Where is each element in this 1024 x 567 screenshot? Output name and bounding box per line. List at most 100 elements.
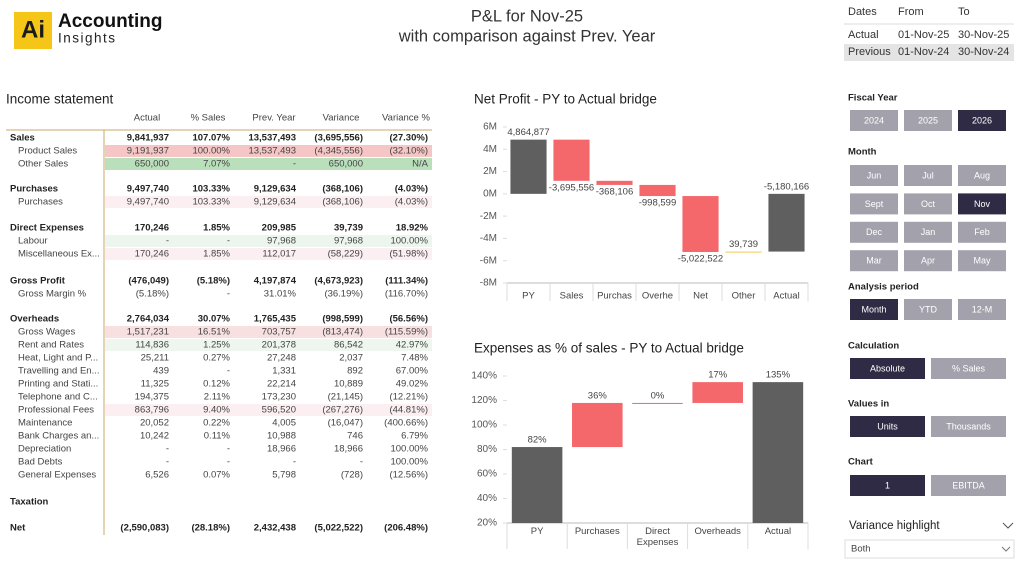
table-cell: 86,542 (334, 340, 363, 351)
slicer-option[interactable]: EBITDA (952, 480, 985, 490)
slicer-button[interactable] (931, 358, 1006, 379)
slicer-option[interactable]: Month (861, 304, 886, 314)
slicer-button[interactable] (931, 475, 1006, 496)
slicer-button[interactable] (850, 165, 898, 186)
table-cell: 9,191,937 (127, 146, 169, 157)
table-cell: 5,798 (272, 470, 296, 481)
table-cell: 650,000 (135, 159, 169, 170)
table-cell: (44.81%) (389, 405, 428, 416)
slicer-button[interactable] (850, 358, 925, 379)
row-label: Gross Margin % (18, 289, 87, 300)
table-cell: 22,214 (267, 379, 296, 390)
table-cell: 746 (347, 431, 363, 442)
table-cell: (813,474) (322, 327, 363, 338)
row-label: Direct Expenses (10, 223, 84, 234)
dates-cell: 01-Nov-24 (898, 46, 949, 58)
logo-mark: Ai (21, 16, 45, 43)
table-cell: 0.27% (203, 353, 230, 364)
row-label: Depreciation (18, 444, 71, 455)
slicer-option[interactable]: 12-M (972, 304, 993, 314)
slicer-button[interactable] (958, 165, 1006, 186)
dates-row-bg (844, 44, 1014, 61)
row-label: Travelling and En... (18, 366, 100, 377)
slicer-option[interactable]: Jul (922, 170, 934, 180)
slicer-option[interactable]: Sept (865, 199, 884, 209)
dropdown-box[interactable] (844, 539, 1015, 559)
slicer-option[interactable]: Jun (867, 170, 882, 180)
value-label: -3,695,556 (549, 182, 594, 193)
slicer-button[interactable] (904, 193, 952, 215)
slicer-option[interactable]: Aug (974, 170, 990, 180)
slicer-option[interactable]: 1 (885, 480, 890, 490)
y-tick-label: 120% (471, 395, 497, 406)
table-cell: (116.70%) (385, 289, 428, 300)
slicer-option[interactable]: 2026 (972, 115, 992, 125)
slicer-button[interactable] (904, 250, 952, 272)
table-cell: (111.34%) (385, 276, 428, 287)
y-tick-label: 20% (477, 518, 497, 529)
row-highlight (105, 248, 432, 260)
slicer-title: Chart (848, 457, 874, 468)
slicer-button[interactable] (958, 299, 1006, 320)
slicer-option[interactable]: % Sales (952, 363, 986, 373)
table-cell: 2,037 (339, 353, 363, 364)
slicer-option[interactable]: Dec (866, 227, 883, 237)
table-cell: - (166, 444, 169, 455)
slicer-button[interactable] (850, 299, 898, 320)
slicer-option[interactable]: May (973, 256, 991, 266)
slicer-option[interactable]: 2024 (864, 115, 884, 125)
table-cell: 2.11% (204, 392, 231, 403)
x-tick-label: Overheads (694, 526, 741, 537)
slicer-button[interactable] (850, 416, 925, 437)
slicer-button[interactable] (904, 299, 952, 320)
slicer-button[interactable] (904, 165, 952, 186)
slicer-option[interactable]: Absolute (870, 363, 905, 373)
slicer-button[interactable] (850, 250, 898, 272)
slicer-button[interactable] (958, 221, 1006, 243)
slicer-option[interactable]: Apr (921, 256, 935, 266)
table-cell: 30.07% (198, 314, 231, 325)
y-tick-label: 140% (471, 371, 497, 382)
table-cell: 0.11% (204, 431, 231, 442)
table-cell: 25,211 (141, 353, 169, 364)
table-cell: 173,230 (262, 392, 296, 403)
slicer-button[interactable] (958, 110, 1006, 131)
slicer-button[interactable] (958, 250, 1006, 272)
slicer-button[interactable] (850, 221, 898, 243)
row-highlight (105, 145, 432, 157)
slicer-option[interactable]: Oct (921, 199, 936, 209)
row-label: General Expenses (18, 470, 96, 481)
y-tick-label: -4M (480, 233, 497, 244)
table-cell: (5.18%) (197, 276, 230, 287)
bar (692, 382, 743, 403)
slicer-option[interactable]: Jan (921, 227, 936, 237)
slicer-option[interactable]: Units (877, 421, 898, 431)
bar (553, 139, 590, 181)
table-cell: 10,889 (334, 379, 363, 390)
slicer-title: Analysis period (848, 282, 919, 293)
table-cell: 18.92% (396, 223, 429, 234)
slicer-option[interactable]: Mar (866, 256, 882, 266)
x-tick-label-box: PY (531, 526, 544, 537)
slicer-button[interactable] (958, 193, 1006, 215)
table-cell: - (293, 457, 296, 468)
dropdown-value[interactable]: Both (851, 544, 871, 555)
slicer-option[interactable]: 2025 (918, 115, 938, 125)
bar (511, 447, 563, 523)
y-tick-label: -6M (480, 255, 497, 266)
value-label: -998,599 (639, 198, 677, 209)
slicer-option[interactable]: Thousands (946, 421, 991, 431)
slicer-button[interactable] (850, 110, 898, 131)
slicer-option[interactable]: Feb (974, 227, 990, 237)
slicer-button[interactable] (904, 221, 952, 243)
slicer-button[interactable] (850, 193, 898, 215)
section-title: Income statement (6, 92, 114, 107)
row-highlight (105, 158, 432, 170)
slicer-button[interactable] (931, 416, 1006, 437)
slicer-option[interactable]: Nov (974, 199, 991, 209)
slicer-button[interactable] (850, 475, 925, 496)
slicer-option[interactable]: YTD (919, 304, 938, 314)
slicer-button[interactable] (904, 110, 952, 131)
row-label: Product Sales (18, 146, 77, 157)
table-cell: 703,757 (262, 327, 296, 338)
